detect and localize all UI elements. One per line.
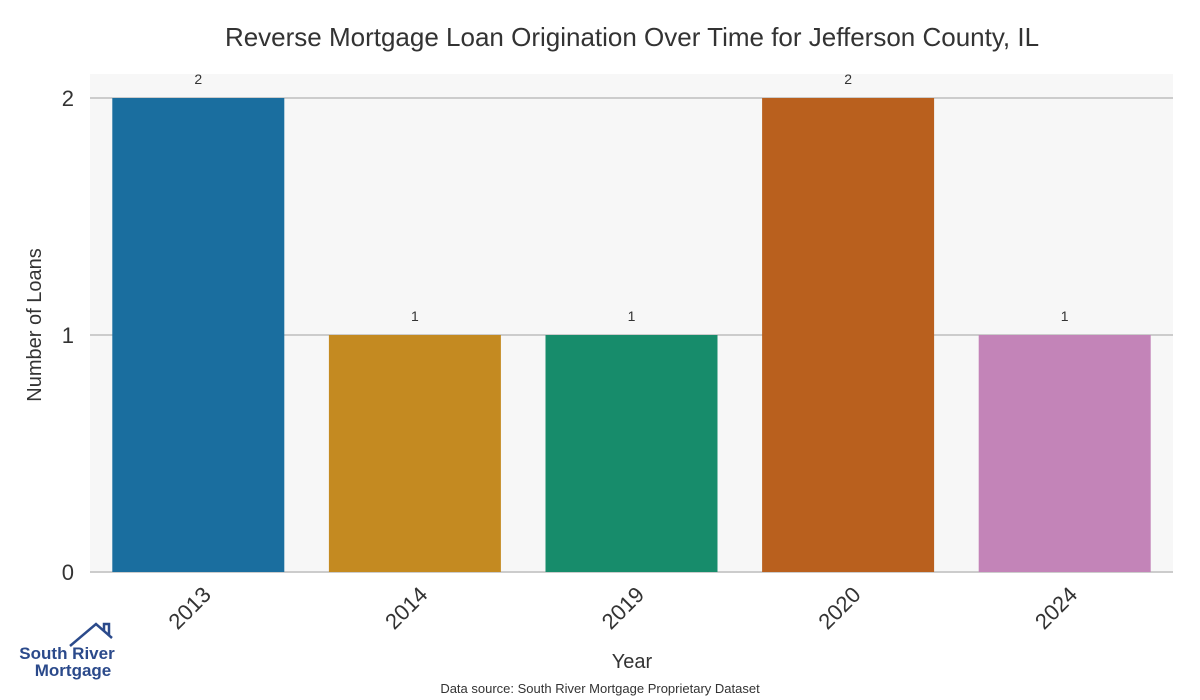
logo-text-line1: South River bbox=[19, 644, 115, 663]
x-axis-ticks: 2013 2014 2019 2020 2024 bbox=[164, 582, 1083, 634]
y-tick-label: 0 bbox=[62, 560, 74, 585]
x-tick-label-2014: 2014 bbox=[380, 582, 432, 634]
data-label-2014: 1 bbox=[411, 308, 419, 324]
y-axis-title: Number of Loans bbox=[24, 248, 46, 401]
x-tick-label-2020: 2020 bbox=[813, 582, 865, 634]
bar-2024 bbox=[978, 335, 1151, 572]
data-label-2024: 1 bbox=[1061, 308, 1069, 324]
y-axis-ticks: 0 1 2 bbox=[62, 86, 74, 585]
data-label-2020: 2 bbox=[844, 71, 852, 87]
bar-2014 bbox=[328, 335, 501, 572]
data-labels: 2 1 1 2 1 bbox=[194, 71, 1068, 324]
bar-2019 bbox=[545, 335, 718, 572]
x-tick-label-2019: 2019 bbox=[597, 582, 649, 634]
x-tick-label-2013: 2013 bbox=[164, 582, 216, 634]
bar-2020 bbox=[762, 98, 935, 572]
bar-2013 bbox=[112, 98, 285, 572]
y-tick-label: 2 bbox=[62, 86, 74, 111]
data-label-2019: 1 bbox=[628, 308, 636, 324]
y-tick-label: 1 bbox=[62, 323, 74, 348]
company-logo: South River Mortgage bbox=[19, 622, 115, 680]
x-axis-title: Year bbox=[612, 651, 653, 673]
data-label-2013: 2 bbox=[194, 71, 202, 87]
x-tick-label-2024: 2024 bbox=[1030, 582, 1082, 634]
house-icon bbox=[69, 622, 113, 647]
chart-title: Reverse Mortgage Loan Origination Over T… bbox=[225, 22, 1039, 52]
data-source-note: Data source: South River Mortgage Propri… bbox=[440, 681, 760, 696]
logo-text-line2: Mortgage bbox=[35, 661, 112, 680]
bars bbox=[112, 98, 1151, 572]
